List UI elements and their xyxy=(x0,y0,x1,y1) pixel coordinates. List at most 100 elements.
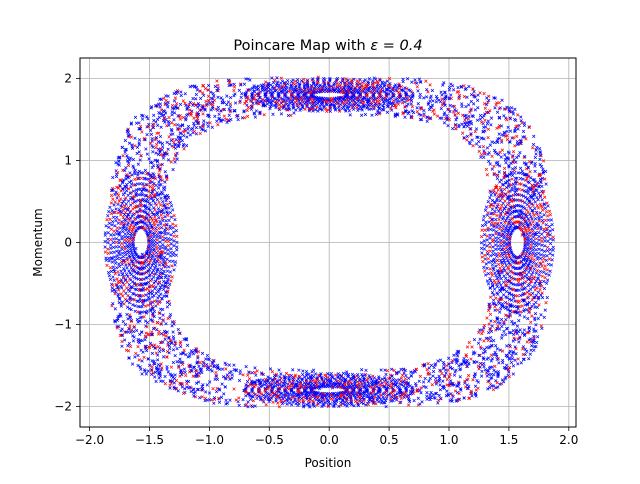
scatter-point xyxy=(155,152,158,155)
scatter-point xyxy=(463,84,466,87)
scatter-point xyxy=(156,290,159,293)
scatter-point xyxy=(349,113,352,116)
scatter-point xyxy=(537,256,540,259)
scatter-point xyxy=(529,353,532,356)
scatter-point xyxy=(108,259,111,262)
scatter-point xyxy=(286,82,289,85)
scatter-point xyxy=(211,126,214,129)
scatter-point xyxy=(111,198,114,201)
scatter-point xyxy=(146,326,149,329)
scatter-point xyxy=(169,254,172,257)
scatter-point xyxy=(238,379,241,382)
scatter-point xyxy=(156,303,159,306)
scatter-point xyxy=(496,177,499,180)
scatter-point xyxy=(139,159,142,162)
scatter-point xyxy=(182,100,185,103)
scatter-point xyxy=(158,295,161,298)
scatter-point xyxy=(123,303,126,306)
scatter-point xyxy=(475,389,478,392)
scatter-point xyxy=(134,137,137,140)
scatter-point xyxy=(516,294,519,297)
scatter-point xyxy=(206,122,209,125)
scatter-point xyxy=(543,287,546,290)
scatter-point xyxy=(543,236,546,239)
scatter-point xyxy=(167,214,170,217)
scatter-point xyxy=(472,144,475,147)
scatter-point xyxy=(364,113,367,116)
scatter-point xyxy=(514,359,517,362)
scatter-point xyxy=(436,402,439,405)
scatter-point xyxy=(489,245,492,248)
scatter-point xyxy=(500,222,503,225)
scatter-point xyxy=(411,105,414,108)
scatter-point xyxy=(474,130,477,133)
scatter-point xyxy=(548,225,551,228)
scatter-point xyxy=(482,266,485,269)
scatter-point xyxy=(483,229,486,232)
scatter-point xyxy=(167,120,170,123)
scatter-point xyxy=(467,117,470,120)
scatter-point xyxy=(157,207,160,210)
scatter-point xyxy=(182,134,185,137)
scatter-point xyxy=(206,354,209,357)
scatter-point xyxy=(239,372,242,375)
scatter-point xyxy=(124,236,127,239)
scatter-point xyxy=(119,257,122,260)
scatter-point xyxy=(489,216,492,219)
scatter-point xyxy=(534,156,537,159)
scatter-point xyxy=(401,374,404,377)
scatter-point xyxy=(463,126,466,129)
scatter-point xyxy=(168,124,171,127)
scatter-point xyxy=(156,321,159,324)
scatter-point xyxy=(246,374,249,377)
scatter-point xyxy=(476,361,479,364)
scatter-point xyxy=(503,245,506,248)
scatter-point xyxy=(532,236,535,239)
scatter-point xyxy=(542,271,545,274)
scatter-point xyxy=(170,238,173,241)
scatter-point xyxy=(113,204,116,207)
scatter-point xyxy=(294,109,297,112)
scatter-point xyxy=(142,351,145,354)
scatter-point xyxy=(512,150,515,153)
scatter-point xyxy=(246,115,249,118)
scatter-point xyxy=(438,377,441,380)
scatter-point xyxy=(201,396,204,399)
scatter-point xyxy=(127,349,130,352)
scatter-point xyxy=(118,265,121,268)
scatter-point xyxy=(173,214,176,217)
scatter-point xyxy=(525,308,528,311)
scatter-point xyxy=(532,349,535,352)
scatter-point xyxy=(539,257,542,260)
scatter-point xyxy=(245,365,248,368)
scatter-point xyxy=(133,178,136,181)
scatter-point xyxy=(533,319,536,322)
scatter-point xyxy=(517,319,520,322)
scatter-point xyxy=(161,200,164,203)
scatter-point xyxy=(508,375,511,378)
scatter-point xyxy=(541,168,544,171)
scatter-point xyxy=(106,264,109,267)
scatter-point xyxy=(503,248,506,251)
scatter-point xyxy=(417,102,420,105)
scatter-point xyxy=(466,359,469,362)
scatter-point xyxy=(542,222,545,225)
scatter-point xyxy=(532,233,535,236)
scatter-point xyxy=(162,314,165,317)
scatter-point xyxy=(512,333,515,336)
scatter-point xyxy=(486,239,489,242)
scatter-point xyxy=(537,252,540,255)
scatter-point xyxy=(173,123,176,126)
scatter-point xyxy=(142,185,145,188)
scatter-point xyxy=(179,118,182,121)
scatter-point xyxy=(156,358,159,361)
scatter-point xyxy=(498,255,501,258)
scatter-point xyxy=(138,138,141,141)
scatter-point xyxy=(371,79,374,82)
scatter-point xyxy=(161,246,164,249)
scatter-point xyxy=(202,364,205,367)
scatter-point xyxy=(460,103,463,106)
scatter-point xyxy=(159,241,162,244)
scatter-point xyxy=(186,128,189,131)
